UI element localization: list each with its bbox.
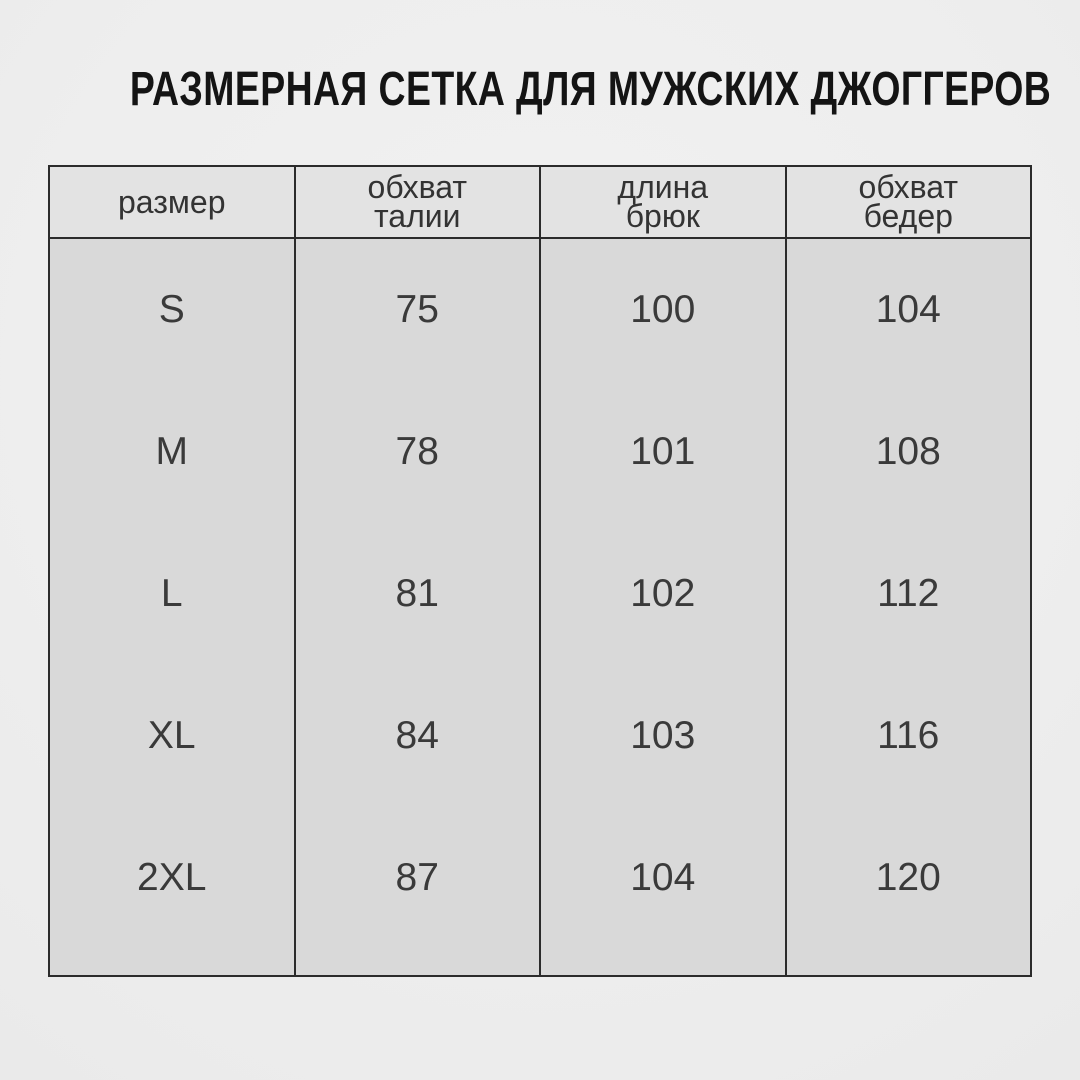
- header-size-line1: размер: [118, 183, 226, 220]
- length-value-cell: 101: [630, 430, 696, 473]
- table-body: S M L XL 2XL 75 78 81 84 87 100 101 102 …: [50, 239, 1030, 975]
- waist-value-cell: 84: [395, 714, 439, 757]
- waist-value-cell: 81: [395, 572, 439, 615]
- length-value-cell: 102: [630, 572, 696, 615]
- waist-value-cell: 78: [395, 430, 439, 473]
- hips-value-cell: 108: [875, 430, 941, 473]
- size-cell: M: [155, 430, 189, 473]
- header-waist-line2: талии: [373, 198, 461, 234]
- hips-value-cell: 120: [875, 856, 941, 899]
- header-cell-size: размер: [50, 167, 296, 237]
- size-cell: XL: [147, 714, 196, 757]
- header-length-line2: брюк: [625, 198, 700, 234]
- waist-value-cell: 87: [395, 856, 439, 899]
- header-cell-hips: обхват бедер: [787, 167, 1031, 237]
- column-pants-length: 100 101 102 103 104: [541, 239, 787, 975]
- hips-value-cell: 116: [877, 714, 940, 757]
- header-hips-line2: бедер: [863, 198, 953, 234]
- length-value-cell: 104: [630, 856, 696, 899]
- size-table: размер обхват талии длина брюк обхват бе…: [48, 165, 1032, 977]
- length-value-cell: 100: [630, 288, 696, 331]
- header-waist-line1: обхват: [367, 169, 467, 205]
- header-length-line1: длина: [617, 169, 709, 205]
- hips-value-cell: 104: [875, 288, 941, 331]
- column-size: S M L XL 2XL: [50, 239, 296, 975]
- column-hips: 104 108 112 116 120: [787, 239, 1031, 975]
- table-header-row: размер обхват талии длина брюк обхват бе…: [50, 167, 1030, 239]
- header-hips-line1: обхват: [858, 169, 958, 205]
- hips-value-cell: 112: [877, 572, 940, 615]
- size-cell: S: [158, 288, 185, 331]
- page-title: РАЗМЕРНАЯ СЕТКА ДЛЯ МУЖСКИХ ДЖОГГЕРОВ: [0, 62, 1080, 117]
- column-waist: 75 78 81 84 87: [296, 239, 541, 975]
- header-cell-pants-length: длина брюк: [541, 167, 787, 237]
- length-value-cell: 103: [630, 714, 696, 757]
- size-cell: L: [160, 572, 183, 615]
- page-title-text: РАЗМЕРНАЯ СЕТКА ДЛЯ МУЖСКИХ ДЖОГГЕРОВ: [129, 63, 1052, 116]
- size-cell: 2XL: [137, 856, 207, 899]
- waist-value-cell: 75: [395, 288, 439, 331]
- header-cell-waist: обхват талии: [296, 167, 541, 237]
